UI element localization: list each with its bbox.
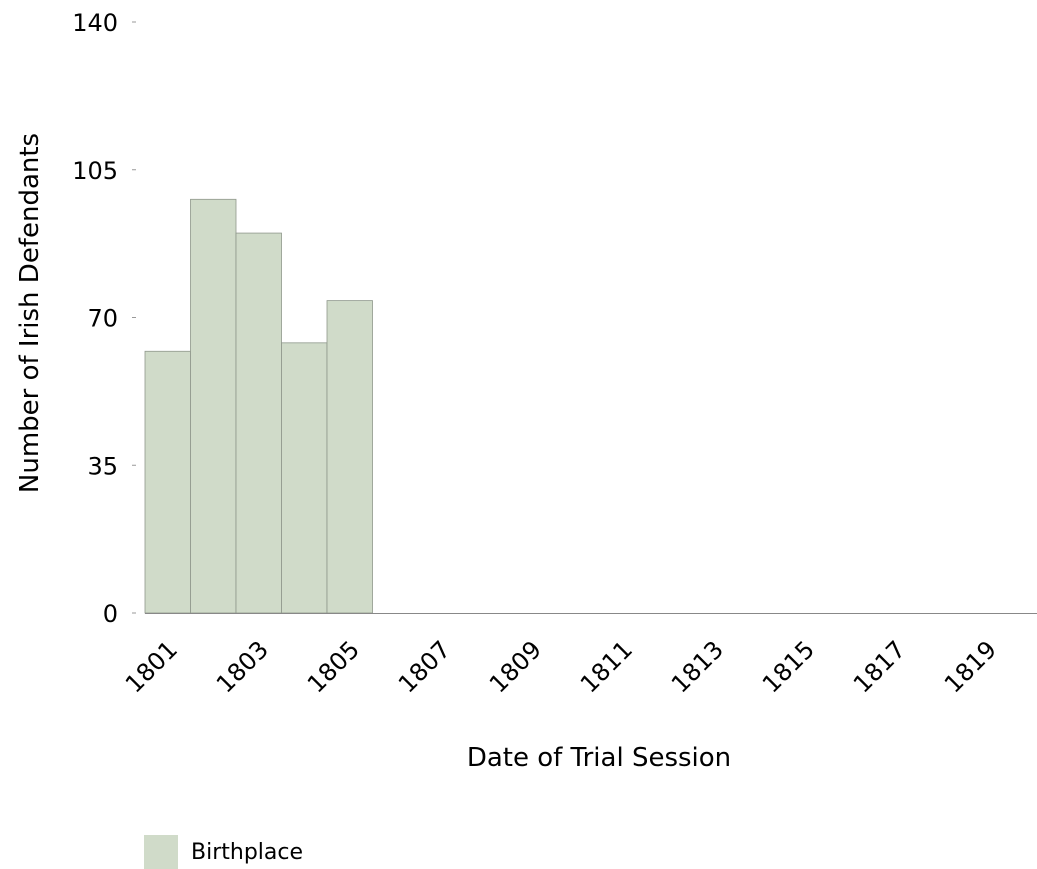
legend-swatch-birthplace (144, 835, 178, 869)
y-axis: 0 35 70 105 140 (72, 9, 136, 628)
y-tick-label-35: 35 (87, 452, 118, 480)
y-tick-label-105: 105 (72, 157, 118, 185)
y-tick-label-70: 70 (87, 305, 118, 333)
x-tick-label-1807: 1807 (393, 635, 456, 698)
x-tick-label-1801: 1801 (120, 635, 183, 698)
x-tick-label-1811: 1811 (575, 635, 638, 698)
legend: Birthplace (144, 835, 303, 869)
x-tick-label-1815: 1815 (757, 635, 820, 698)
y-axis-title: Number of Irish Defendants (15, 133, 45, 493)
x-tick-label-1817: 1817 (848, 635, 911, 698)
x-tick-label-1809: 1809 (484, 635, 547, 698)
y-tick-label-140: 140 (72, 9, 118, 37)
bar-1805 (326, 300, 373, 614)
bars-group (144, 198, 373, 614)
x-tick-label-1805: 1805 (302, 635, 365, 698)
bar-1804 (281, 342, 328, 614)
x-tick-label-1803: 1803 (211, 635, 274, 698)
bar-1803 (235, 232, 282, 614)
bar-1801 (144, 350, 191, 614)
y-tick-label-0: 0 (103, 600, 118, 628)
x-tick-label-1819: 1819 (939, 635, 1002, 698)
x-axis-title: Date of Trial Session (467, 743, 731, 773)
x-axis: 1801 1803 1805 1807 1809 1811 1813 1815 1817 1819 (120, 613, 1037, 698)
legend-label-birthplace: Birthplace (191, 839, 304, 865)
x-tick-label-1813: 1813 (666, 635, 729, 698)
bar-1802 (190, 198, 237, 614)
